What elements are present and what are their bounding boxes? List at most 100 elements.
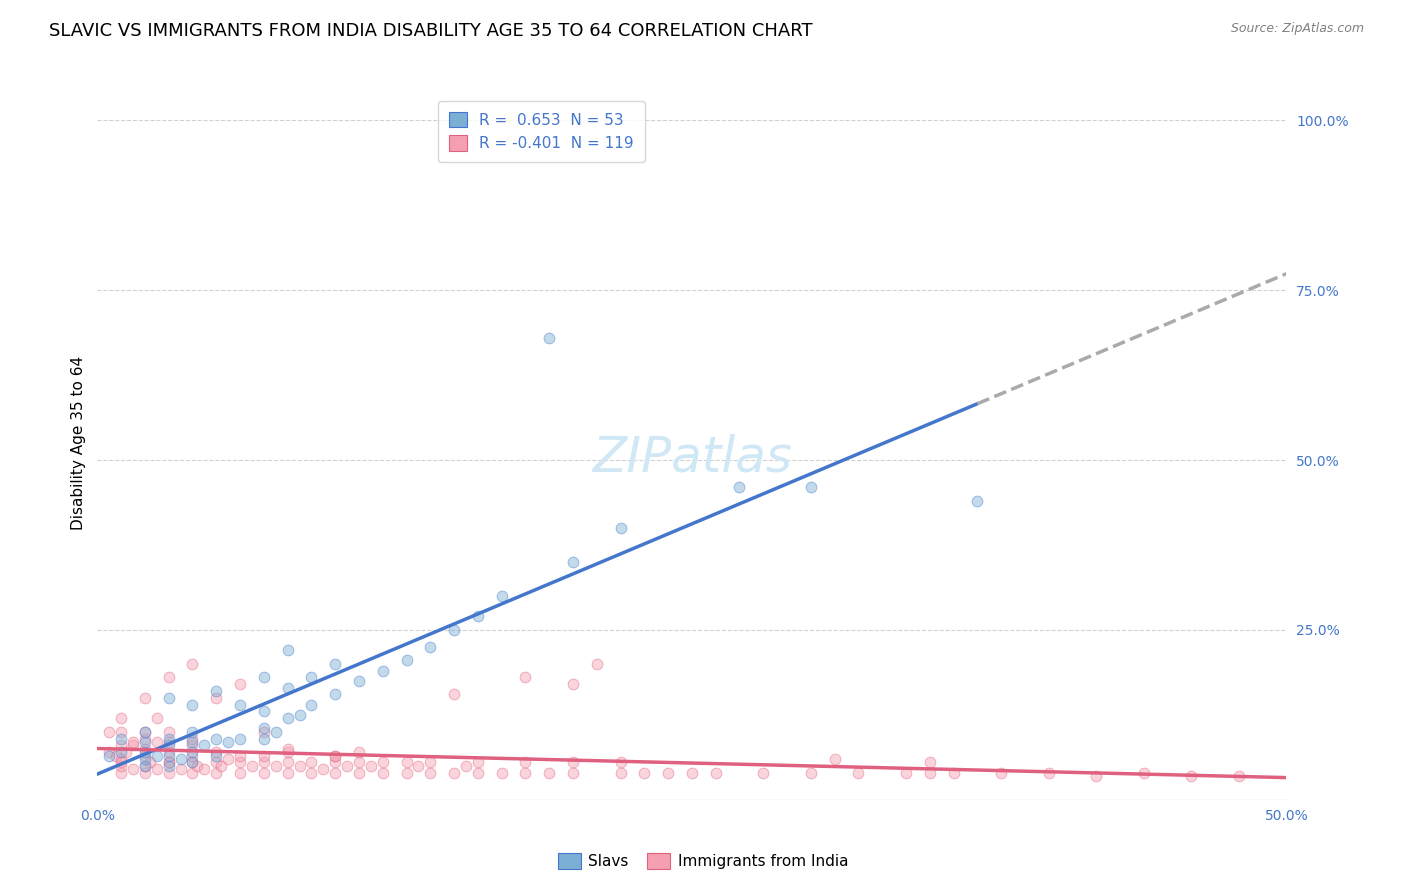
- Point: [181, 756, 204, 770]
- Point: [122, 762, 145, 776]
- Point: [229, 756, 252, 770]
- Point: [323, 756, 346, 770]
- Point: [157, 765, 180, 780]
- Point: [277, 741, 299, 756]
- Point: [277, 711, 299, 725]
- Point: [752, 765, 775, 780]
- Point: [277, 681, 299, 695]
- Point: [229, 677, 252, 691]
- Point: [157, 756, 180, 770]
- Point: [288, 759, 311, 773]
- Point: [538, 765, 561, 780]
- Point: [467, 765, 489, 780]
- Point: [800, 765, 823, 780]
- Point: [134, 759, 156, 773]
- Point: [264, 759, 287, 773]
- Point: [538, 331, 561, 345]
- Point: [419, 765, 441, 780]
- Point: [229, 731, 252, 746]
- Point: [134, 759, 156, 773]
- Point: [169, 752, 191, 766]
- Point: [98, 724, 121, 739]
- Point: [181, 748, 204, 763]
- Point: [122, 735, 145, 749]
- Point: [229, 698, 252, 712]
- Point: [181, 735, 204, 749]
- Point: [918, 765, 941, 780]
- Point: [323, 748, 346, 763]
- Point: [419, 756, 441, 770]
- Point: [848, 765, 870, 780]
- Point: [562, 756, 585, 770]
- Text: ZIPatlas: ZIPatlas: [592, 434, 792, 482]
- Point: [966, 493, 988, 508]
- Point: [323, 748, 346, 763]
- Point: [181, 756, 204, 770]
- Point: [264, 724, 287, 739]
- Point: [443, 765, 465, 780]
- Point: [205, 745, 228, 759]
- Point: [800, 480, 823, 494]
- Point: [347, 765, 370, 780]
- Point: [253, 705, 276, 719]
- Point: [894, 765, 917, 780]
- Point: [157, 724, 180, 739]
- Point: [515, 765, 537, 780]
- Point: [609, 765, 631, 780]
- Point: [1227, 769, 1250, 783]
- Point: [942, 765, 965, 780]
- Point: [371, 664, 394, 678]
- Point: [277, 745, 299, 759]
- Point: [562, 765, 585, 780]
- Point: [360, 759, 382, 773]
- Point: [1132, 765, 1154, 780]
- Point: [681, 765, 703, 780]
- Point: [419, 640, 441, 654]
- Point: [115, 745, 138, 759]
- Point: [181, 745, 204, 759]
- Point: [157, 756, 180, 770]
- Point: [395, 756, 418, 770]
- Point: [609, 521, 631, 535]
- Point: [186, 759, 208, 773]
- Point: [704, 765, 727, 780]
- Point: [491, 589, 513, 603]
- Point: [217, 752, 239, 766]
- Point: [253, 724, 276, 739]
- Point: [134, 765, 156, 780]
- Point: [240, 759, 263, 773]
- Point: [1180, 769, 1202, 783]
- Point: [253, 748, 276, 763]
- Point: [181, 739, 204, 753]
- Point: [395, 765, 418, 780]
- Point: [110, 752, 132, 766]
- Legend: Slavs, Immigrants from India: Slavs, Immigrants from India: [551, 847, 855, 875]
- Point: [157, 731, 180, 746]
- Point: [134, 690, 156, 705]
- Point: [443, 623, 465, 637]
- Point: [134, 735, 156, 749]
- Point: [146, 748, 169, 763]
- Point: [110, 724, 132, 739]
- Text: Source: ZipAtlas.com: Source: ZipAtlas.com: [1230, 22, 1364, 36]
- Point: [157, 748, 180, 763]
- Point: [181, 724, 204, 739]
- Point: [193, 739, 215, 753]
- Point: [454, 759, 477, 773]
- Point: [1038, 765, 1060, 780]
- Point: [515, 756, 537, 770]
- Point: [110, 711, 132, 725]
- Point: [323, 688, 346, 702]
- Point: [277, 756, 299, 770]
- Point: [347, 673, 370, 688]
- Point: [585, 657, 607, 671]
- Point: [157, 745, 180, 759]
- Point: [277, 765, 299, 780]
- Point: [209, 759, 232, 773]
- Point: [134, 724, 156, 739]
- Point: [1085, 769, 1108, 783]
- Point: [657, 765, 679, 780]
- Point: [824, 752, 846, 766]
- Point: [134, 748, 156, 763]
- Point: [299, 756, 322, 770]
